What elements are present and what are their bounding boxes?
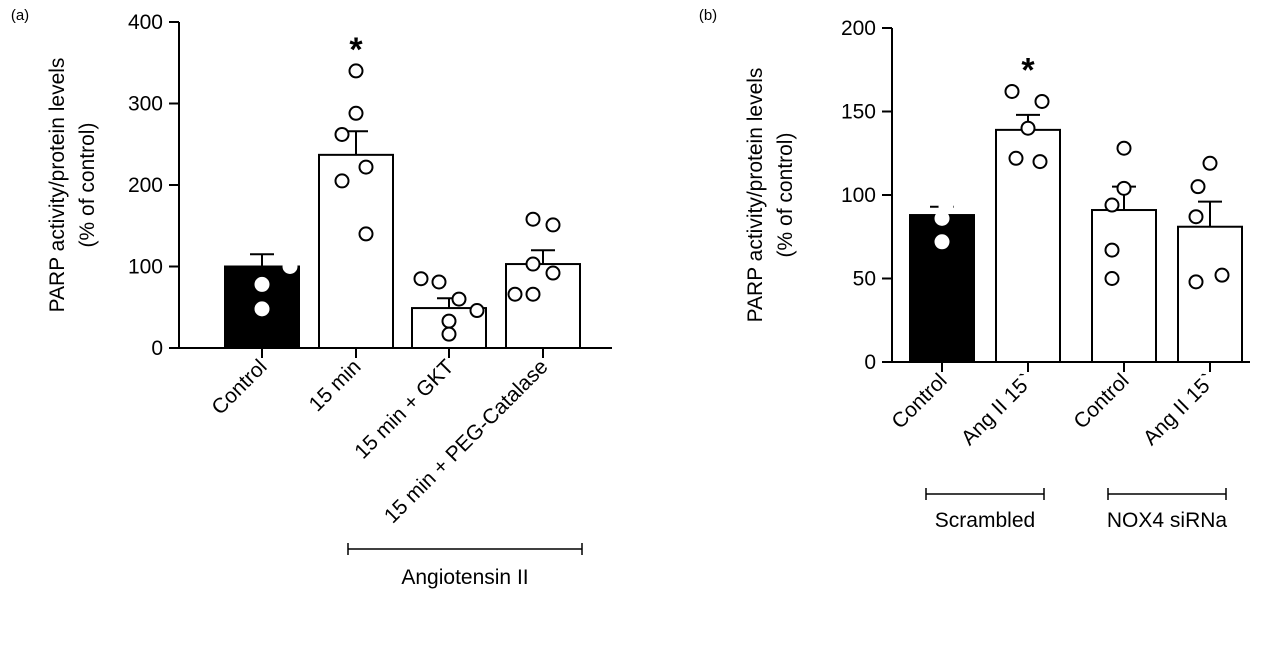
data-point xyxy=(441,326,457,342)
y-tick-label: 200 xyxy=(128,174,163,197)
group-label: Angiotensin II xyxy=(401,566,528,589)
y-axis-label-unit: (% of control) xyxy=(774,133,797,258)
data-point xyxy=(507,286,523,302)
y-tick-label: 300 xyxy=(128,93,163,116)
y-tick-label: 50 xyxy=(853,268,876,291)
y-axis-label: PARP activity/protein levels xyxy=(744,68,767,323)
data-point xyxy=(525,256,541,272)
panel-label: (a) xyxy=(11,7,29,24)
data-point xyxy=(254,301,270,317)
data-point xyxy=(441,313,457,329)
y-tick-label: 400 xyxy=(128,11,163,34)
data-point xyxy=(960,190,976,206)
category-label: 15 min xyxy=(305,355,366,416)
data-point xyxy=(1214,267,1230,283)
category-label: Control xyxy=(887,369,951,433)
data-point xyxy=(1034,93,1050,109)
data-point xyxy=(348,63,364,79)
category-label: Ang II 15` xyxy=(957,369,1038,450)
data-point xyxy=(1116,180,1132,196)
data-point xyxy=(934,234,950,250)
panel-label: (b) xyxy=(699,7,717,24)
significance-marker: * xyxy=(1021,51,1035,89)
data-point xyxy=(431,274,447,290)
y-tick-label: 100 xyxy=(841,184,876,207)
data-point xyxy=(1104,197,1120,213)
data-point xyxy=(1202,155,1218,171)
panel-a: (a) PARP activity/protein levels (% of con… xyxy=(11,7,612,589)
data-point xyxy=(334,173,350,189)
group-label: NOX4 siRNa xyxy=(1107,509,1228,532)
data-point xyxy=(469,303,485,319)
data-point xyxy=(1188,209,1204,225)
bar xyxy=(995,128,1061,363)
data-point xyxy=(226,232,242,248)
data-point xyxy=(244,233,260,249)
data-point xyxy=(282,259,298,274)
data-point xyxy=(413,271,429,287)
y-tick-label: 100 xyxy=(128,256,163,279)
data-point xyxy=(934,210,950,226)
bar xyxy=(1091,209,1157,363)
y-tick-label: 200 xyxy=(841,17,876,40)
bar xyxy=(505,263,581,349)
category-label: Control xyxy=(1069,369,1133,433)
y-tick-label: 150 xyxy=(841,101,876,124)
data-point xyxy=(525,286,541,302)
data-point xyxy=(525,211,541,227)
data-point xyxy=(358,159,374,175)
data-point xyxy=(1032,154,1048,170)
y-tick-label: 0 xyxy=(864,351,876,374)
data-point xyxy=(1008,150,1024,166)
data-point xyxy=(348,105,364,121)
data-point xyxy=(264,236,280,252)
significance-marker: * xyxy=(349,31,363,69)
category-label: Control xyxy=(207,355,271,419)
data-point xyxy=(545,217,561,233)
bar xyxy=(1177,225,1243,363)
data-point xyxy=(1104,271,1120,286)
data-point xyxy=(910,189,926,205)
group-label: Scrambled xyxy=(935,509,1035,532)
data-point xyxy=(1004,83,1020,99)
panel-b: (b) PARP activity/protein levels (% of con… xyxy=(699,7,1250,532)
data-point xyxy=(1104,242,1120,258)
data-point xyxy=(358,226,374,242)
data-point xyxy=(254,276,270,292)
bar xyxy=(318,153,394,349)
data-point xyxy=(451,291,467,307)
data-point xyxy=(1020,120,1036,136)
data-point xyxy=(1188,274,1204,290)
data-point xyxy=(334,126,350,142)
y-axis-label-unit: (% of control) xyxy=(76,123,99,248)
data-point xyxy=(545,265,561,281)
data-point xyxy=(1190,179,1206,195)
data-point xyxy=(1116,140,1132,156)
category-label: Ang II 15` xyxy=(1139,369,1220,450)
y-axis-label: PARP activity/protein levels xyxy=(46,58,69,313)
category-label: 15 min + GKT xyxy=(350,355,458,463)
category-label: 15 min + PEG-Catalase xyxy=(380,355,553,528)
y-tick-label: 0 xyxy=(151,337,163,360)
